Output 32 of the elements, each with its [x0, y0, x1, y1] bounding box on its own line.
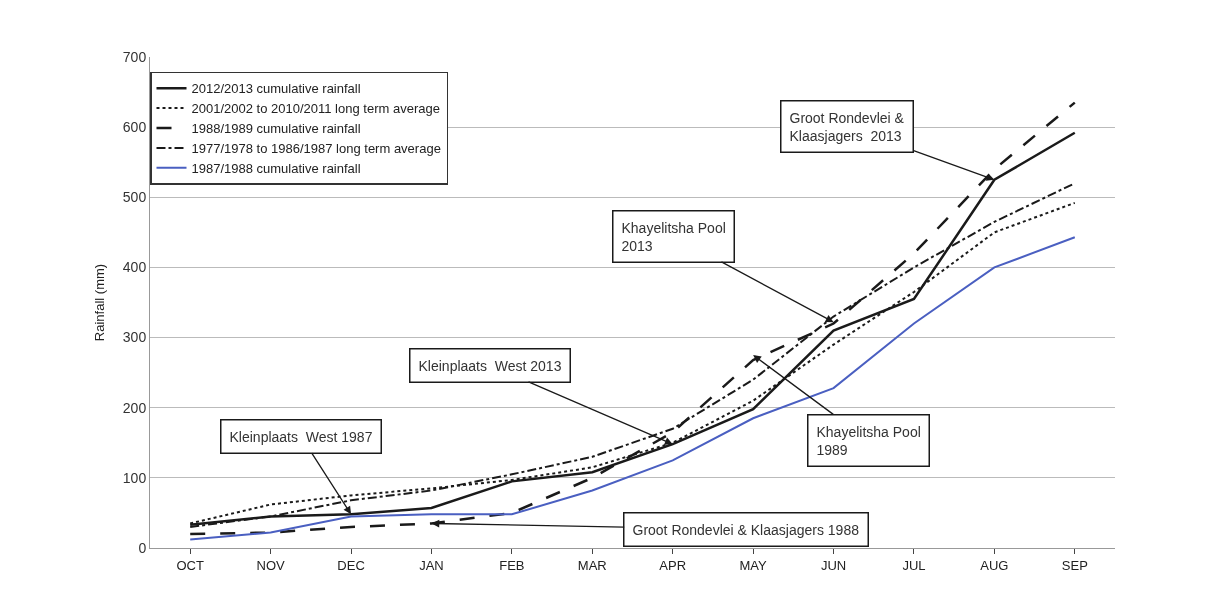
- x-tick-label: NOV: [256, 557, 286, 573]
- legend-label: 1987/1988 cumulative rainfall: [191, 160, 361, 176]
- legend-label: 1988/1989 cumulative rainfall: [191, 121, 361, 137]
- annotation: Groot Rondevlei & Klaasjagers 2013: [789, 109, 905, 144]
- annotation: Kleinplaats West 2013: [418, 357, 562, 374]
- x-tick-label: OCT: [176, 557, 204, 573]
- x-tick-label: MAY: [739, 557, 768, 573]
- y-tick-label: 200: [122, 399, 147, 416]
- annotation: Khayelitsha Pool 2013: [621, 219, 726, 254]
- x-tick-label: JUN: [820, 557, 847, 573]
- y-tick-label: 700: [122, 48, 147, 65]
- y-tick-label: 300: [122, 329, 147, 346]
- y-tick-label: 600: [122, 119, 147, 136]
- y-tick-label: 500: [122, 189, 147, 206]
- annotation: Groot Rondevlei & Klaasjagers 1988: [632, 521, 860, 538]
- y-axis-title: Rainfall (mm): [91, 263, 107, 342]
- x-tick-label: DEC: [337, 557, 365, 573]
- x-tick-label: FEB: [499, 557, 525, 573]
- x-tick-label: JAN: [419, 557, 444, 573]
- legend-label: 2001/2002 to 2010/2011 long term average: [191, 101, 440, 117]
- legend-label: 1977/1978 to 1986/1987 long term average: [191, 140, 441, 156]
- legend-label: 2012/2013 cumulative rainfall: [191, 81, 361, 97]
- annotation: Khayelitsha Pool 1989: [816, 423, 921, 458]
- y-tick-label: 400: [122, 259, 147, 276]
- x-tick-label: APR: [659, 557, 687, 573]
- y-tick-label: 0: [138, 539, 147, 556]
- annotation: Kleinplaats West 1987: [229, 428, 373, 445]
- x-tick-label: AUG: [980, 557, 1009, 573]
- x-tick-label: JUL: [902, 557, 926, 573]
- x-tick-label: MAR: [577, 557, 607, 573]
- y-tick-label: 100: [122, 469, 147, 486]
- x-tick-label: SEP: [1061, 557, 1088, 573]
